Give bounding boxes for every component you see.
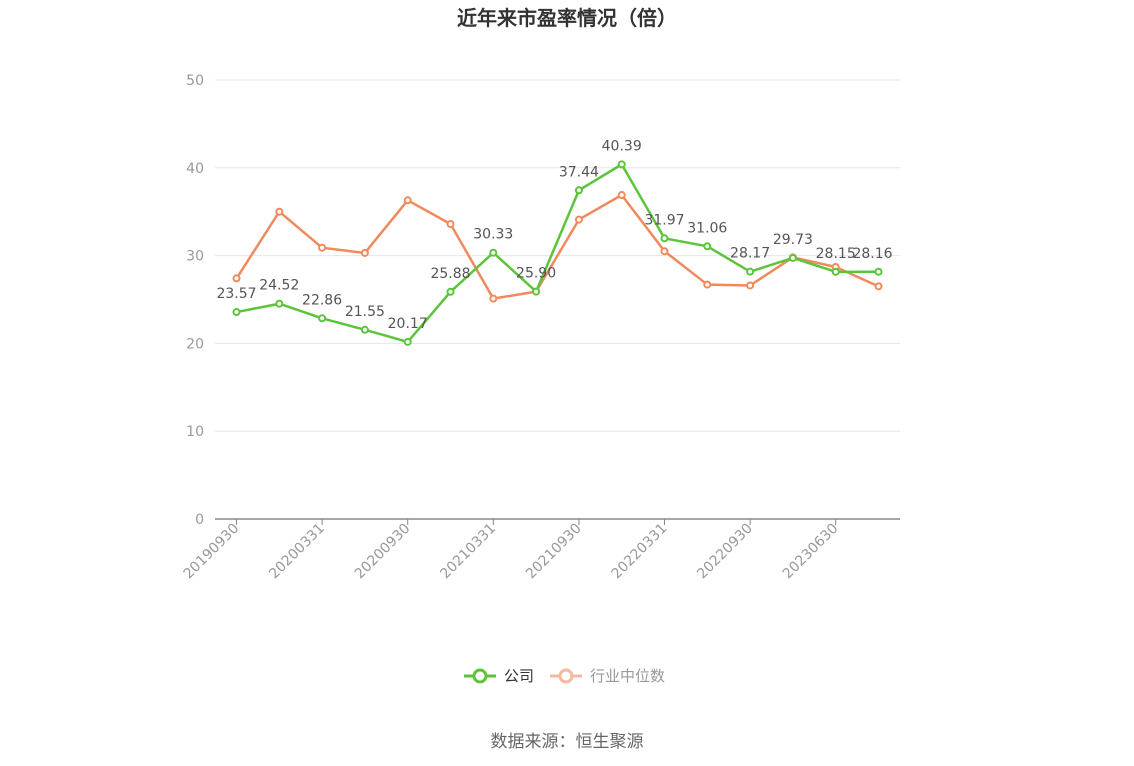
data-point-company [403, 337, 412, 346]
data-point-company [617, 160, 626, 169]
data-point-company [574, 186, 583, 195]
legend-item-company[interactable]: 公司 [464, 667, 534, 685]
x-tick-label: 20230630 [780, 521, 842, 583]
y-tick-label: 10 [186, 424, 204, 440]
data-label: 31.97 [644, 212, 684, 228]
legend-marker-company [472, 668, 488, 684]
legend: 公司 行业中位数 [464, 667, 665, 685]
data-point-company [532, 287, 541, 296]
data-point-company [874, 267, 883, 276]
data-label: 21.55 [345, 304, 385, 320]
data-label: 28.17 [730, 246, 770, 262]
data-point-industry-median [574, 215, 583, 224]
data-point-industry-median [446, 219, 455, 228]
y-tick-label: 0 [195, 512, 204, 528]
data-point-company [318, 314, 327, 323]
data-point-industry-median [360, 248, 369, 257]
data-point-industry-median [232, 274, 241, 283]
data-point-company [703, 242, 712, 251]
data-label: 40.39 [602, 138, 642, 154]
x-tick-label: 20200331 [266, 521, 328, 583]
data-label: 29.73 [773, 232, 813, 248]
data-point-company [788, 253, 797, 262]
data-label: 28.16 [852, 246, 892, 262]
data-label: 20.17 [388, 316, 428, 332]
data-point-industry-median [318, 243, 327, 252]
data-point-industry-median [275, 207, 284, 216]
y-tick-label: 20 [186, 336, 204, 352]
data-label: 24.52 [259, 278, 299, 294]
x-tick-label: 20220331 [609, 521, 671, 583]
data-point-company [360, 325, 369, 334]
data-point-company [489, 248, 498, 257]
legend-marker-industry-median [558, 668, 574, 684]
series-lines [232, 160, 883, 346]
data-label: 22.86 [302, 292, 342, 308]
source-text: 数据来源：恒生聚源 [491, 732, 644, 752]
data-point-company [746, 267, 755, 276]
x-tick-label: 20220930 [694, 521, 756, 583]
data-point-industry-median [746, 281, 755, 290]
data-label: 25.90 [516, 266, 556, 282]
data-point-company [446, 287, 455, 296]
y-tick-label: 50 [186, 73, 204, 89]
legend-label-industry-median: 行业中位数 [590, 667, 665, 685]
series-line-industry-median [235, 193, 880, 300]
data-point-company [232, 308, 241, 317]
data-point-industry-median [403, 196, 412, 205]
data-point-company [275, 299, 284, 308]
data-point-industry-median [617, 191, 626, 200]
data-point-company [660, 234, 669, 243]
data-label: 37.44 [559, 164, 599, 180]
chart-title: 近年来市盈率情况（倍） [457, 6, 677, 30]
data-label: 31.06 [687, 220, 727, 236]
data-label: 25.88 [430, 266, 470, 282]
x-axis: 20190930 20200331 20200930 20210331 20210930… [181, 518, 900, 583]
data-point-industry-median [703, 280, 712, 289]
data-point-industry-median [489, 294, 498, 303]
data-point-industry-median [660, 247, 669, 256]
data-label: 30.33 [473, 227, 513, 243]
data-point-company [831, 267, 840, 276]
data-label: 28.15 [816, 246, 856, 262]
x-tick-label: 20210331 [437, 521, 499, 583]
legend-label-company: 公司 [504, 667, 534, 685]
series-line-company [236, 163, 879, 344]
x-tick-label: 20210930 [523, 521, 585, 583]
data-label: 23.57 [216, 286, 256, 302]
x-tick-label: 20200930 [352, 521, 414, 583]
data-point-industry-median [874, 282, 883, 291]
y-axis-ticks: 0 10 20 30 40 50 [186, 73, 204, 528]
legend-item-industry-median[interactable]: 行业中位数 [550, 667, 665, 685]
y-tick-label: 30 [186, 249, 204, 265]
y-tick-label: 40 [186, 161, 204, 177]
x-tick-label: 20190930 [181, 521, 243, 583]
